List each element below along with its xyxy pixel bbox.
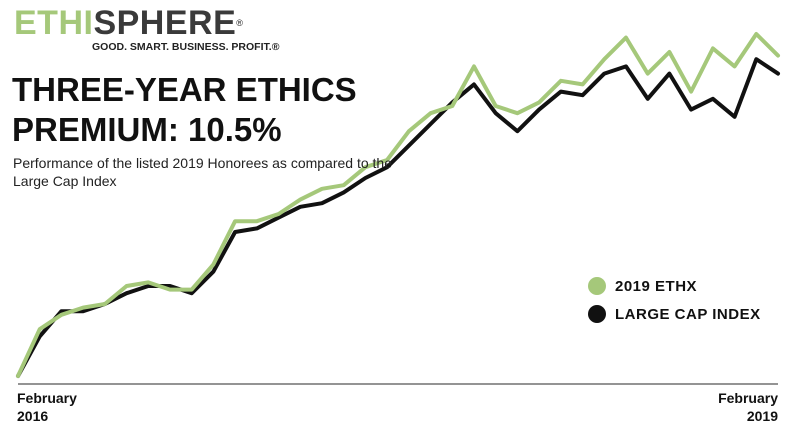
x-start-year: 2016 [17,408,49,424]
logo-part-sphere: SPHERE [93,4,237,42]
chart-legend: 2019 ETHX LARGE CAP INDEX [588,272,761,328]
tagline-mark: ® [271,41,280,53]
x-axis-start-label: February 2016 [17,389,77,425]
x-start-month: February [17,390,77,406]
x-axis-end-label: February 2019 [718,389,778,425]
brand-logo: ETHISPHERE® GOOD. SMART. BUSINESS. PROFI… [14,6,279,53]
legend-dot-large-cap [588,305,606,323]
tagline-text: GOOD. SMART. BUSINESS. PROFIT. [92,41,272,53]
logo-wordmark: ETHISPHERE® [14,6,279,40]
x-end-year: 2019 [746,408,778,424]
chart-title: THREE-YEAR ETHICS PREMIUM: 10.5% [12,71,357,148]
series-layer [16,32,780,378]
registered-mark: ® [236,18,244,28]
x-end-month: February [718,390,778,406]
legend-item-large-cap: LARGE CAP INDEX [588,300,761,328]
logo-part-ethi: ETHI [14,4,94,42]
legend-dot-ethx [588,277,606,295]
chart-subtitle: Performance of the listed 2019 Honorees … [13,155,392,189]
legend-item-ethx: 2019 ETHX [588,272,761,300]
logo-tagline: GOOD. SMART. BUSINESS. PROFIT.® [92,41,279,53]
legend-label-large-cap: LARGE CAP INDEX [615,305,761,323]
legend-label-ethx: 2019 ETHX [615,277,698,295]
series-line-large-cap [16,57,780,378]
series-line-ethx [16,32,780,378]
